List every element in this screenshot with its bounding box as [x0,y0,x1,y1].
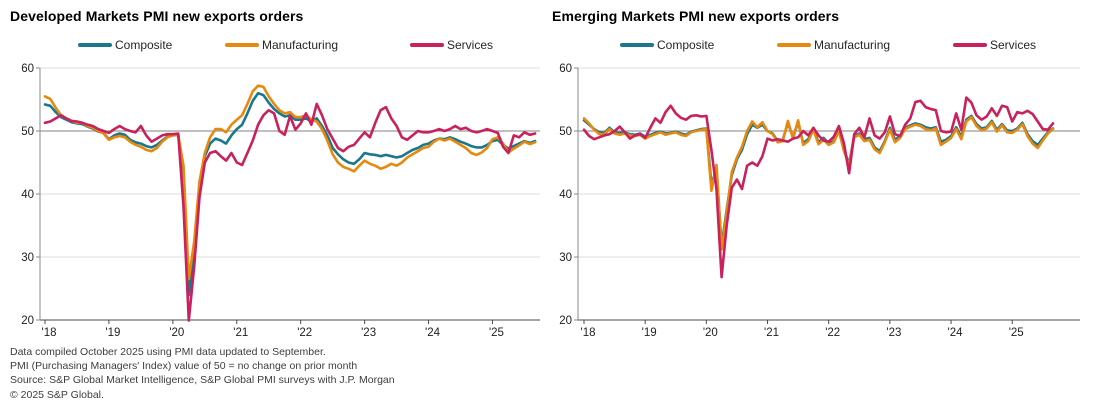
x-tick-label: '22 [297,327,312,339]
dm-chart-plot-area: 20 30 40 50 60 '18 '19 '20 '21 '22 '23 '24 '25 [21,63,540,339]
legend-line-swatch-manufacturing [777,43,811,47]
x-tick-label: '20 [169,327,184,339]
x-tick-label: '24 [948,327,964,339]
legend-item-manufacturing: Manufacturing [225,37,338,53]
x-tick-label: '19 [642,327,657,339]
x-tick-label: '23 [361,327,376,339]
x-tick-label: '21 [233,327,248,339]
y-tick-label: 60 [559,63,572,75]
legend-line-swatch-services [410,43,444,47]
legend-label: Composite [115,38,173,52]
x-tick-label: '23 [886,327,901,339]
legend-label: Composite [657,38,715,52]
y-tick-label: 50 [559,126,572,138]
dm-chart-title: Developed Markets PMI new exports orders [10,8,304,24]
x-tick-label: '22 [825,327,840,339]
legend-item-composite: Composite [78,37,172,53]
footer-pmi-definition-note: PMI (Purchasing Managers' Index) value o… [10,360,358,373]
legend-label: Manufacturing [814,38,891,52]
em-chart-plot-area: 20 30 40 50 60 '18 '19 '20 '21 '22 '23 '24 '25 [559,63,1080,339]
footer-notes: Data compiled October 2025 using PMI dat… [10,345,395,402]
x-tick-label: '19 [105,327,120,339]
legend-line-swatch-manufacturing [225,43,259,47]
x-tick-label: '21 [764,327,779,339]
legend-label: Services [990,38,1037,52]
legend-line-swatch-composite [620,43,654,47]
y-tick-label: 40 [21,189,34,201]
legend-item-services: Services [410,37,493,53]
legend-label: Services [447,38,494,52]
y-tick-label: 40 [559,189,572,201]
em-chart-title: Emerging Markets PMI new exports orders [552,8,840,24]
y-tick-label: 30 [559,252,572,264]
em-chart-legend: Composite Manufacturing Services [558,37,1116,53]
legend-item-manufacturing: Manufacturing [777,37,890,53]
series-line-services [582,96,1055,279]
y-tick-label: 20 [21,315,34,327]
legend-line-swatch-composite [78,43,112,47]
footer-data-compiled-note: Data compiled October 2025 using PMI dat… [10,346,326,358]
y-tick-label: 30 [21,252,34,264]
legend-item-composite: Composite [620,37,714,53]
dm-chart-legend: Composite Manufacturing Services [0,37,558,53]
series-line-manufacturing [582,115,1055,251]
x-tick-label: '18 [581,327,596,339]
x-tick-label: '24 [425,327,441,339]
x-tick-label: '25 [1009,327,1024,339]
legend-item-services: Services [953,37,1036,53]
x-tick-label: '25 [489,327,504,339]
series-line-services [43,102,537,322]
y-tick-label: 60 [21,63,34,75]
legend-label: Manufacturing [262,38,339,52]
legend-line-swatch-services [953,43,987,47]
footer-source-note: Source: S&P Global Market Intelligence, … [10,374,395,387]
y-tick-label: 50 [21,126,34,138]
x-tick-label: '18 [42,327,57,339]
series-line-manufacturing [43,84,537,281]
footer-copyright-note: © 2025 S&P Global. [10,388,104,401]
y-tick-label: 20 [559,315,572,327]
x-tick-label: '20 [703,327,718,339]
